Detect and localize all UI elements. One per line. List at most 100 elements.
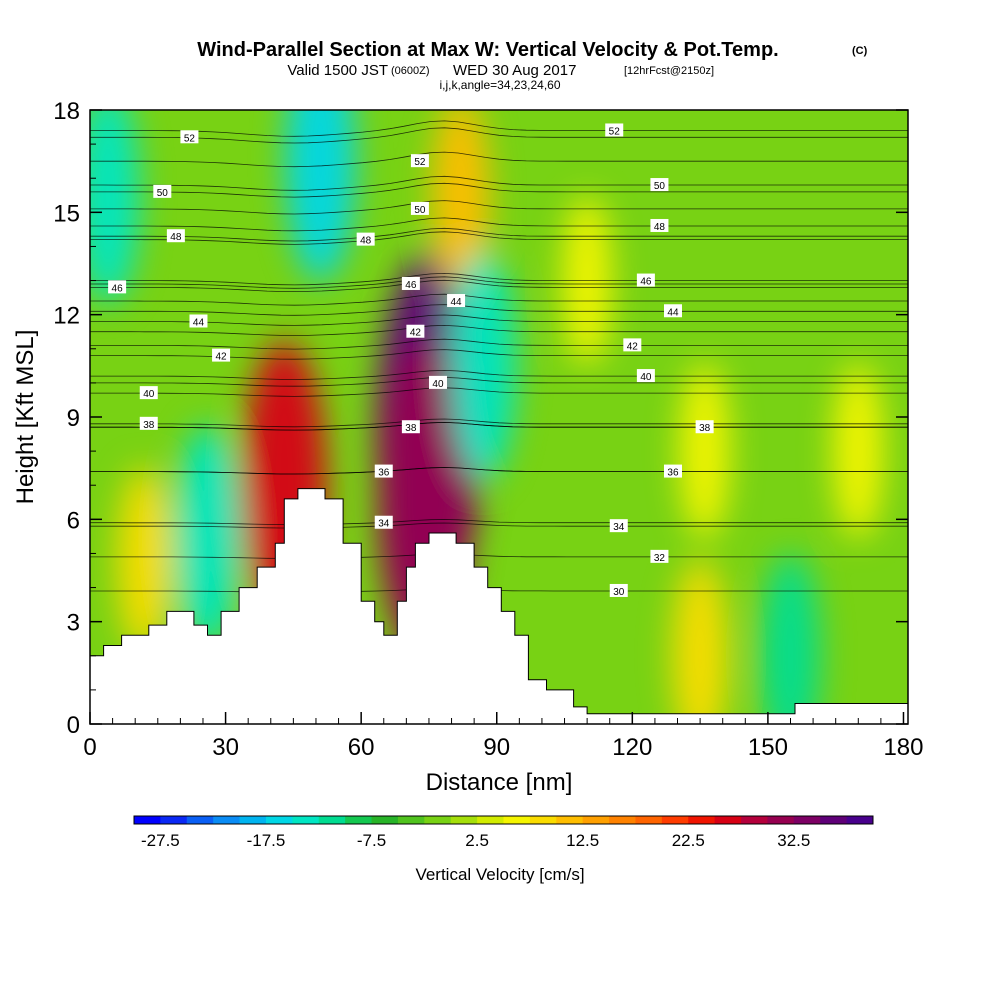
colorbar-swatch	[635, 816, 663, 824]
contour-label-44-13: 44	[189, 314, 208, 328]
contour-label-34-26: 34	[374, 515, 393, 530]
contour-label-box	[663, 464, 682, 478]
theta-contour-26	[90, 519, 908, 526]
theta-contour-4	[90, 200, 908, 215]
contour-label-text: 50	[414, 205, 426, 216]
y-tick-label: 9	[67, 405, 80, 432]
contour-label-50-4: 50	[410, 201, 429, 216]
x-axis-label: Distance [nm]	[426, 769, 573, 796]
colorbar-tick-label: 32.5	[777, 831, 810, 850]
contour-label-42-17: 42	[623, 338, 642, 352]
y-tick-label: 3	[67, 610, 80, 637]
contour-label-text: 52	[184, 133, 196, 144]
x-tick-label: 150	[748, 734, 788, 761]
colorbar-swatch	[371, 816, 399, 824]
y-tick-label: 18	[53, 98, 80, 125]
forecast-tag: [12hrFcst@2150z]	[624, 65, 714, 77]
theta-contour-11	[90, 272, 908, 286]
contour-label-52-1: 52	[410, 154, 429, 168]
theta-contour-21	[90, 418, 908, 428]
contour-label-box	[650, 549, 669, 563]
contour-label-box	[650, 178, 669, 192]
colorbar-swatch	[134, 816, 161, 824]
colorbar-swatch	[688, 816, 716, 824]
contour-label-38-21: 38	[139, 416, 158, 431]
theta-contour-0	[90, 127, 908, 144]
contour-label-42-15: 42	[406, 324, 425, 339]
contour-label-text: 42	[410, 328, 422, 339]
contour-label-box	[410, 154, 429, 168]
colorbar-swatch	[186, 816, 214, 824]
theta-contour-3	[90, 182, 908, 198]
colorbar-swatch	[160, 816, 188, 824]
contour-label-box	[605, 123, 624, 137]
theta-contour-25	[90, 467, 908, 475]
contour-label-text: 36	[667, 468, 679, 479]
colorbar: -27.5 -17.5 -7.5 2.5 12.5 22.5 32.5	[133, 815, 874, 850]
valid-time-line: Valid 1500 JST (0600Z) WED 30 Aug 2017 […	[287, 62, 714, 79]
y-tick-label: 15	[53, 200, 80, 227]
chart-title: Wind-Parallel Section at Max W: Vertical…	[197, 39, 778, 61]
contour-label-36-24: 36	[374, 464, 393, 479]
colorbar-tick-label: 12.5	[566, 831, 599, 850]
w-peak-9	[679, 363, 731, 540]
theta-contour-15	[90, 324, 908, 337]
contour-label-50-3: 50	[153, 184, 172, 199]
colorbar-swatch	[767, 816, 795, 824]
colorbar-tick-label: -7.5	[357, 831, 386, 850]
contour-label-40-19: 40	[139, 386, 158, 400]
contour-label-box	[139, 386, 158, 400]
contour-label-text: 42	[215, 352, 227, 363]
theta-contour-10	[90, 276, 908, 289]
contour-label-box	[410, 201, 429, 215]
valid-prefix: Valid 1500 JST	[287, 62, 388, 79]
theta-contour-23	[90, 421, 908, 431]
contour-label-text: 42	[627, 341, 639, 352]
contour-label-box	[650, 218, 669, 232]
contour-label-38-22: 38	[401, 420, 420, 434]
contour-label-box	[609, 519, 628, 533]
theta-contour-27	[90, 522, 908, 529]
contour-label-text: 48	[170, 232, 182, 243]
colorbar-swatch	[450, 816, 478, 824]
contour-label-box	[108, 280, 127, 294]
x-tick-label: 0	[83, 734, 96, 761]
contour-label-40-20: 40	[636, 369, 655, 383]
colorbar-swatch	[292, 816, 320, 824]
contour-label-box	[695, 420, 714, 434]
contour-label-44-12: 44	[447, 294, 466, 308]
contour-label-44-14: 44	[663, 304, 682, 318]
contour-label-text: 32	[654, 553, 666, 564]
contour-label-box	[189, 314, 208, 328]
colorbar-tick-label: 2.5	[465, 831, 489, 850]
colorbar-swatch	[741, 816, 768, 824]
contour-label-box	[636, 369, 655, 383]
contour-label-text: 36	[378, 468, 390, 479]
contour-label-50-5: 50	[650, 178, 669, 192]
w-peak-6	[449, 250, 517, 481]
colorbar-swatch	[529, 816, 557, 824]
valid-utc: (0600Z)	[391, 65, 430, 77]
theta-contour-17	[90, 338, 908, 350]
theta-contour-9	[90, 279, 908, 293]
contour-label-box	[374, 515, 393, 529]
colorbar-swatch	[661, 816, 689, 824]
x-tick-label: 60	[348, 734, 375, 761]
colorbar-swatch	[503, 816, 531, 824]
theta-contour-12	[90, 293, 908, 306]
w-peak-11	[760, 552, 821, 724]
x-tick-label: 180	[883, 734, 923, 761]
colorbar-swatch	[477, 816, 504, 824]
contour-label-text: 44	[451, 297, 463, 308]
theta-contour-20	[90, 369, 908, 380]
contour-label-text: 40	[143, 389, 155, 400]
theta-contour-5	[90, 175, 908, 191]
theta-contour-28	[90, 553, 908, 559]
theta-contour-6	[90, 227, 908, 242]
contour-label-box	[428, 375, 447, 389]
contour-label-38-23: 38	[695, 420, 714, 434]
contour-label-text: 38	[405, 423, 417, 434]
colorbar-swatch	[265, 816, 293, 824]
colorbar-frame	[133, 815, 874, 825]
contour-label-text: 44	[667, 307, 679, 318]
